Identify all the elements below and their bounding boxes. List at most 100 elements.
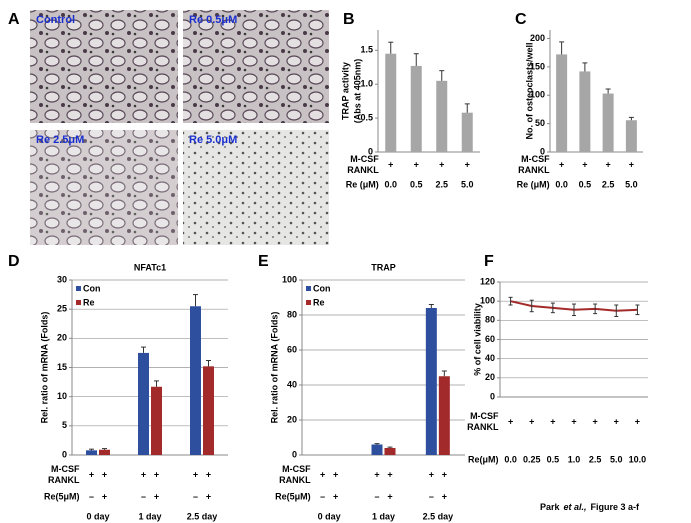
x-tick-label: 2.5 day <box>187 511 218 521</box>
bar <box>151 386 162 455</box>
x-tick-label: 0.5 <box>410 179 423 189</box>
bar <box>203 366 214 455</box>
x-tick-label: 1.0 <box>568 454 581 464</box>
x-tick-label: 5.0 <box>625 179 638 189</box>
y-tick-label: 40 <box>485 353 495 363</box>
caption-rest: Figure 3 a-f <box>591 502 641 512</box>
image-label: Re 5.0μM <box>189 134 237 146</box>
row-sign: + <box>333 469 338 479</box>
y-tick-label: 120 <box>480 276 495 286</box>
row-sign: – <box>429 491 434 501</box>
y-tick-label: 80 <box>287 309 297 319</box>
row-sign: + <box>387 491 392 501</box>
y-tick-label: 60 <box>485 334 495 344</box>
y-axis-label: % of cell viability <box>472 303 482 376</box>
bar <box>425 308 437 455</box>
y-tick-label: 100 <box>530 90 545 100</box>
x-tick-label: 10.0 <box>629 454 647 464</box>
row-sign: + <box>635 416 640 426</box>
panel-letter: D <box>8 253 20 270</box>
x-axis-label: Re (μM) <box>346 179 379 189</box>
y-tick-label: 100 <box>480 296 495 306</box>
row-label: M-CSF <box>470 411 499 421</box>
chart-title: NFATc1 <box>134 262 166 272</box>
x-tick-label: 2.5 day <box>423 511 454 521</box>
x-axis-label: Re(μM) <box>468 454 499 464</box>
y-tick-label: 60 <box>287 344 297 354</box>
row-sign: + <box>141 469 146 479</box>
panel-letter: C <box>515 11 527 28</box>
y-axis-label: Rel. ratio of mRNA (Folds) <box>269 312 279 424</box>
caption-etal: et al., <box>564 502 587 512</box>
bar <box>385 53 397 152</box>
bar <box>436 80 448 152</box>
x-tick-label: 5.0 <box>461 179 474 189</box>
y-tick-label: 0 <box>368 146 373 156</box>
legend-label: Con <box>313 283 331 293</box>
y-axis-label: No. of osteoclasts/well <box>524 42 534 139</box>
row-sign: + <box>582 159 587 169</box>
row-sign: + <box>374 469 379 479</box>
row-sign: + <box>193 469 198 479</box>
micrograph <box>30 10 178 123</box>
row-sign: + <box>102 491 107 501</box>
row-label: RANKL <box>518 165 550 175</box>
y-tick-label: 10 <box>57 391 67 401</box>
y-tick-label: 20 <box>57 333 67 343</box>
legend-swatch <box>306 300 311 305</box>
row-sign: + <box>508 416 513 426</box>
panel-letter: A <box>8 11 20 28</box>
row-label: Re(5μM) <box>44 491 80 501</box>
row-sign: – <box>141 491 146 501</box>
bar <box>602 93 614 152</box>
x-tick-label: 0.0 <box>504 454 517 464</box>
y-axis-label: Rel. ratio of mRNA (Folds) <box>39 312 49 424</box>
x-tick-label: 0.0 <box>555 179 568 189</box>
panel-letter: E <box>258 253 269 270</box>
y-tick-label: 0 <box>62 449 67 459</box>
y-tick-label: 15 <box>57 362 67 372</box>
y-axis-label: (Abs at 405nm) <box>352 59 362 124</box>
image-label: Re 0.5μM <box>189 14 237 26</box>
row-sign: + <box>414 159 419 169</box>
y-tick-label: 20 <box>485 372 495 382</box>
legend-label: Con <box>83 283 101 293</box>
bar <box>625 120 637 152</box>
row-sign: – <box>374 491 379 501</box>
row-sign: + <box>154 491 159 501</box>
panel-letter: F <box>484 253 494 270</box>
y-tick-label: 25 <box>57 304 67 314</box>
row-label: M-CSF <box>521 154 550 164</box>
row-sign: – <box>89 491 94 501</box>
row-sign: + <box>571 416 576 426</box>
row-sign: + <box>550 416 555 426</box>
row-sign: + <box>320 469 325 479</box>
bar <box>86 450 97 455</box>
y-tick-label: 0.5 <box>360 112 373 122</box>
row-label: M-CSF <box>282 464 311 474</box>
micrograph <box>183 10 329 123</box>
x-tick-label: 1 day <box>372 511 395 521</box>
legend-swatch <box>76 300 81 305</box>
y-tick-label: 0 <box>540 146 545 156</box>
y-tick-label: 5 <box>62 420 67 430</box>
x-tick-label: 0 day <box>86 511 109 521</box>
row-sign: + <box>614 416 619 426</box>
y-tick-label: 0 <box>490 391 495 401</box>
panel-letter: B <box>343 11 355 28</box>
micrograph <box>183 130 329 245</box>
row-sign: + <box>333 491 338 501</box>
row-sign: + <box>465 159 470 169</box>
bar <box>138 352 149 455</box>
row-sign: + <box>102 469 107 479</box>
caption-author: Park <box>540 502 561 512</box>
x-tick-label: 0.0 <box>384 179 397 189</box>
image-label: Control <box>36 14 75 26</box>
row-sign: + <box>429 469 434 479</box>
bar <box>438 376 450 455</box>
chart-title: TRAP <box>371 262 396 272</box>
y-tick-label: 150 <box>530 61 545 71</box>
row-sign: + <box>442 491 447 501</box>
row-sign: – <box>320 491 325 501</box>
